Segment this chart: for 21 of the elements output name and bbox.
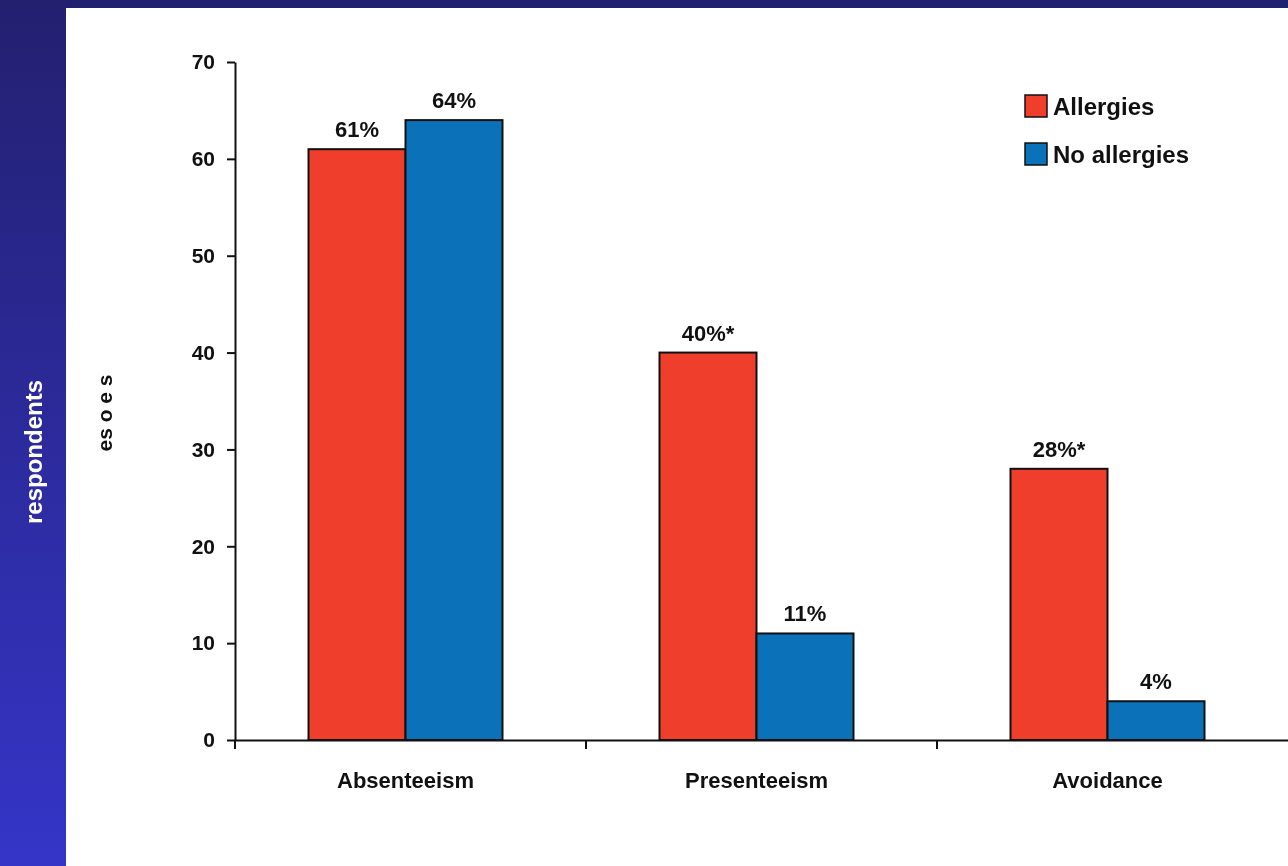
- data-label: 64%: [431, 88, 477, 114]
- legend-label: No allergies: [1053, 141, 1190, 168]
- data-label: 28%*: [1032, 436, 1086, 462]
- y-axis-title: es o e s: [93, 374, 116, 452]
- data-label: 61%: [334, 117, 380, 143]
- y-tick-label: 20: [191, 534, 215, 558]
- y-tick-label: 40: [191, 340, 215, 364]
- y-tick-label: 50: [191, 243, 215, 267]
- legend-label: Allergies: [1053, 93, 1155, 120]
- y-tick-label: 30: [191, 437, 215, 461]
- y-tick-label: 70: [191, 50, 215, 74]
- text: respondents: [20, 379, 47, 525]
- data-label: 4%: [1140, 669, 1172, 695]
- data-label: 11%: [783, 601, 827, 627]
- data-label: 40%*: [681, 320, 735, 346]
- y-tick-label: 60: [191, 147, 215, 171]
- x-tick-label: Avoidance: [1052, 767, 1163, 793]
- x-tick-label: Presenteeism: [684, 767, 829, 793]
- x-tick-label: Absenteeism: [337, 767, 474, 793]
- y-tick-label: 10: [191, 631, 215, 655]
- y-tick-label: 0: [203, 728, 215, 752]
